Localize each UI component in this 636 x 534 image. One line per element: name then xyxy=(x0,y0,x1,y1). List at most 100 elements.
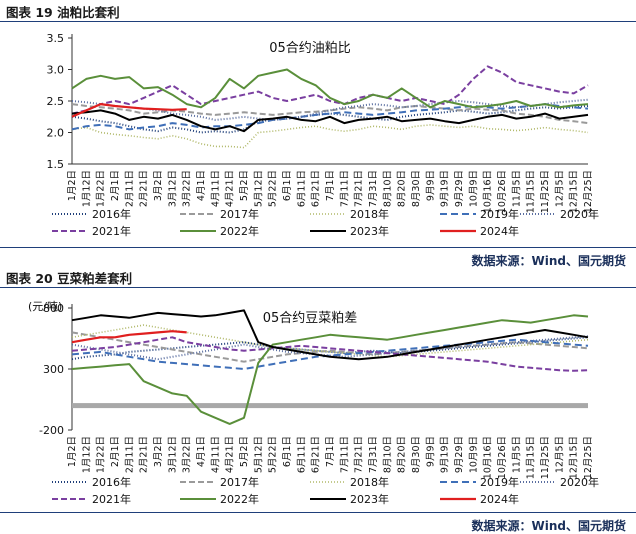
x-tick-label: 8月10日 xyxy=(382,170,393,207)
x-tick-label: 12月25日 xyxy=(583,170,594,213)
x-tick-label: 6月1日 xyxy=(282,436,293,467)
x-tick-label: 12月15日 xyxy=(569,436,580,479)
x-tick-label: 12月25日 xyxy=(583,436,594,479)
x-tick-label: 6月21日 xyxy=(311,436,322,473)
legend-label: 2020年 xyxy=(560,475,599,489)
legend-label: 2022年 xyxy=(220,224,259,238)
x-tick-label: 4月21日 xyxy=(225,170,236,207)
x-tick-label: 3月22日 xyxy=(182,436,193,473)
x-tick-label: 10月26日 xyxy=(497,436,508,479)
x-tick-label: 9月29日 xyxy=(454,170,465,207)
series-line-2016年 xyxy=(71,105,589,134)
x-tick-label: 11月5日 xyxy=(511,170,522,207)
source-text: 数据来源：Wind、国元期货 xyxy=(471,519,626,533)
x-tick-label: 2月11日 xyxy=(124,436,135,473)
x-tick-label: 4月21日 xyxy=(225,436,236,473)
x-tick-label: 4月11日 xyxy=(210,436,221,473)
series-line-2021年 xyxy=(71,336,589,372)
x-tick-label: 7月1日 xyxy=(325,170,336,201)
figure-source-19: 数据来源：Wind、国元期货 xyxy=(0,247,636,269)
legend-label: 2022年 xyxy=(220,492,259,506)
series-line-2022年 xyxy=(71,68,589,109)
x-tick-label: 8月30日 xyxy=(411,436,422,473)
x-tick-label: 5月22日 xyxy=(268,170,279,207)
x-tick-label: 8月20日 xyxy=(397,170,408,207)
figure-label: 图表 20 豆菜粕差套利 xyxy=(6,271,133,286)
x-tick-label: 4月1日 xyxy=(196,436,207,467)
series-line-2024年 xyxy=(71,103,187,118)
x-tick-label: 5月12日 xyxy=(253,436,264,473)
y-tick-label: 800 xyxy=(43,302,64,315)
legend-label: 2024年 xyxy=(480,492,519,506)
x-tick-label: 7月21日 xyxy=(354,170,365,207)
x-tick-label: 10月16日 xyxy=(483,170,494,213)
y-tick-label: 3.5 xyxy=(47,32,65,45)
x-tick-label: 11月5日 xyxy=(511,436,522,473)
series-line-2017年 xyxy=(71,103,589,125)
legend-label: 2020年 xyxy=(560,207,599,221)
x-tick-label: 4月11日 xyxy=(210,170,221,207)
figure-label: 图表 19 油粕比套利 xyxy=(6,5,120,20)
x-tick-label: 3月2日 xyxy=(153,170,164,201)
x-tick-label: 5月12日 xyxy=(253,170,264,207)
x-tick-label: 11月15日 xyxy=(526,170,537,213)
legend-label: 2023年 xyxy=(350,224,389,238)
x-tick-label: 10月9日 xyxy=(468,170,479,207)
x-tick-label: 1月12日 xyxy=(81,170,92,207)
figure-source-20: 数据来源：Wind、国元期货 xyxy=(0,512,636,534)
x-tick-label: 1月2日 xyxy=(67,436,78,467)
x-tick-label: 7月31日 xyxy=(368,436,379,473)
x-tick-label: 2月1日 xyxy=(110,170,121,201)
legend-label: 2016年 xyxy=(92,475,131,489)
legend-label: 2021年 xyxy=(92,492,131,506)
series-line-2023年 xyxy=(71,109,589,133)
series-line-2018年 xyxy=(71,324,589,358)
x-tick-label: 6月21日 xyxy=(311,170,322,207)
x-tick-label: 2月1日 xyxy=(110,436,121,467)
series-line-2018年 xyxy=(71,124,589,149)
legend-label: 2017年 xyxy=(220,475,259,489)
legend-label: 2017年 xyxy=(220,207,259,221)
x-tick-label: 10月9日 xyxy=(468,436,479,473)
x-tick-label: 5月22日 xyxy=(268,436,279,473)
chart-title: 05合约油粕比 xyxy=(269,41,351,56)
legend-label: 2024年 xyxy=(480,224,519,238)
series-line-2023年 xyxy=(71,309,589,361)
y-tick-label: 2.0 xyxy=(47,127,65,140)
series-line-2019年 xyxy=(71,103,589,131)
x-tick-label: 11月25日 xyxy=(540,170,551,213)
figure-header-20: 图表 20 豆菜粕差套利 xyxy=(0,266,636,288)
legend-label: 2021年 xyxy=(92,224,131,238)
x-tick-label: 7月11日 xyxy=(339,170,350,207)
y-tick-label: -200 xyxy=(39,424,64,437)
x-tick-label: 11月25日 xyxy=(540,436,551,479)
x-tick-label: 9月29日 xyxy=(454,436,465,473)
x-tick-label: 11月15日 xyxy=(526,436,537,479)
x-tick-label: 7月21日 xyxy=(354,436,365,473)
x-tick-label: 1月2日 xyxy=(67,170,78,201)
x-tick-label: 9月19日 xyxy=(440,170,451,207)
x-tick-label: 6月11日 xyxy=(296,436,307,473)
chart-title: 05合约豆菜粕差 xyxy=(263,311,358,326)
x-tick-label: 10月26日 xyxy=(497,170,508,213)
zero-line xyxy=(72,403,588,409)
x-tick-label: 12月5日 xyxy=(554,436,565,473)
x-tick-label: 9月19日 xyxy=(440,436,451,473)
x-tick-label: 2月21日 xyxy=(139,170,150,207)
source-text: 数据来源：Wind、国元期货 xyxy=(471,254,626,268)
x-tick-label: 5月2日 xyxy=(239,436,250,467)
x-tick-label: 1月22日 xyxy=(96,436,107,473)
x-tick-label: 5月2日 xyxy=(239,170,250,201)
y-tick-label: 3.0 xyxy=(47,64,65,77)
series-line-2021年 xyxy=(71,65,589,115)
series-line-2019年 xyxy=(71,338,589,370)
series-line-2016年 xyxy=(71,336,589,361)
y-axis-label: (元/吨) xyxy=(28,300,62,313)
x-tick-label: 8月10日 xyxy=(382,436,393,473)
x-tick-label: 3月2日 xyxy=(153,436,164,467)
x-tick-label: 7月1日 xyxy=(325,436,336,467)
y-tick-label: 300 xyxy=(43,363,64,376)
series-line-2020年 xyxy=(71,335,589,361)
x-tick-label: 2月11日 xyxy=(124,170,135,207)
